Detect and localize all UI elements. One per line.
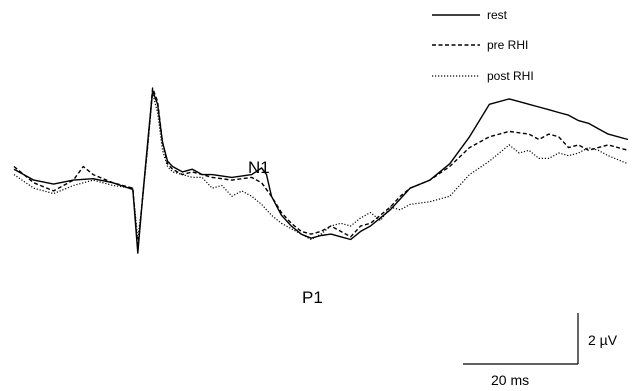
legend-label-pre-rhi: pre RHI [487,38,528,52]
legend-label-post-rhi: post RHI [487,69,534,83]
legend-label-rest: rest [487,8,508,22]
annotation-n1: N1 [248,158,270,177]
series-line-rest [13,90,629,254]
scale-bar: 2 µV 20 ms [463,313,618,388]
scale-bar-x-label: 20 ms [491,372,529,388]
scale-bar-y-label: 2 µV [588,332,618,348]
series-line-pre-rhi [13,87,629,249]
legend: rest pre RHI post RHI [432,8,534,83]
annotation-p1: P1 [302,288,323,307]
series-line-post-rhi [13,92,629,241]
traces-group [13,87,629,254]
